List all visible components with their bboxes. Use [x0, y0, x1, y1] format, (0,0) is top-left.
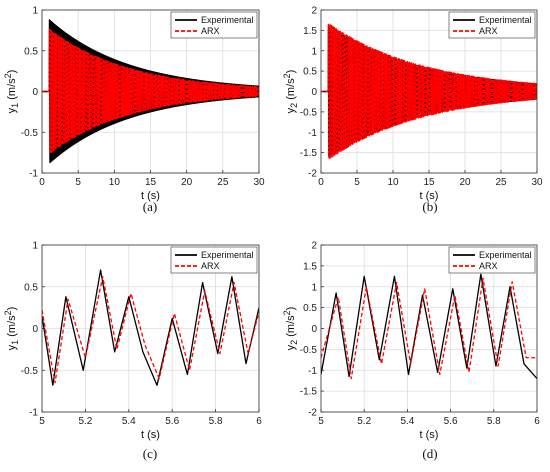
x-tick-label: 5 [39, 416, 45, 427]
y-tick-label: 0 [32, 324, 38, 335]
y-tick-label: 1 [311, 282, 317, 293]
legend-label-experimental: Experimental [479, 15, 532, 25]
chart-panel-c: 5 5.2 5.4 5.6 5.8 6 -1 -0.5 0 0.5 1 ExperimentalARX… [3, 241, 262, 462]
x-tick-label: 5.4 [122, 416, 136, 427]
y-tick-label: 1 [311, 46, 317, 57]
y-tick-label: -1 [29, 408, 38, 419]
x-axis-label: t (s) [141, 429, 160, 441]
x-tick-label: 6 [256, 416, 262, 427]
y-axis-label: y1 (m/s2) [3, 70, 20, 114]
legend-label-experimental: Experimental [201, 15, 254, 25]
y-axis-label: y1 (m/s2) [3, 307, 20, 351]
x-tick-label: 5.8 [209, 416, 223, 427]
x-tick-label: 25 [495, 177, 507, 188]
y-tick-label: 1 [32, 6, 38, 17]
x-tick-label: 0 [318, 177, 324, 188]
chart-panel-b: 0 5 10 15 20 25 30 -2 -1.5 -1 -0.5 0 0.5 1 1.5 2 Experim… [282, 6, 543, 215]
legend-label-arx: ARX [479, 261, 498, 271]
y-tick-label: 1.5 [303, 26, 317, 37]
y-axis-label: y2 (m/s2) [282, 70, 299, 114]
y-tick-label: 2 [311, 6, 317, 17]
x-tick-label: 5 [354, 177, 360, 188]
panel-caption: (c) [143, 446, 157, 461]
x-tick-label: 6 [534, 416, 540, 427]
x-tick-label: 10 [387, 177, 399, 188]
x-tick-label: 5.2 [78, 416, 92, 427]
legend-label-experimental: Experimental [479, 250, 532, 260]
y-tick-label: 0.5 [303, 67, 317, 78]
panel-caption: (d) [422, 446, 437, 461]
x-tick-label: 20 [459, 177, 471, 188]
panel-caption: (b) [422, 199, 437, 214]
y-tick-label: 0 [32, 87, 38, 98]
y-tick-label: -0.5 [300, 345, 318, 356]
y-tick-label: 0.5 [24, 282, 38, 293]
x-tick-label: 30 [531, 177, 543, 188]
y-tick-label: 1 [32, 241, 38, 252]
legend-label-experimental: Experimental [201, 250, 254, 260]
y-tick-label: -1.5 [300, 387, 318, 398]
x-tick-label: 25 [217, 177, 229, 188]
y-tick-label: -1.5 [300, 148, 318, 159]
x-tick-label: 5 [75, 177, 81, 188]
y-tick-label: 1.5 [303, 261, 317, 272]
x-tick-label: 5.2 [357, 416, 371, 427]
y-tick-label: 0 [311, 324, 317, 335]
legend-label-arx: ARX [479, 26, 498, 36]
x-tick-label: 30 [253, 177, 265, 188]
legend-label-arx: ARX [201, 26, 220, 36]
y-tick-label: -0.5 [300, 107, 318, 118]
y-axis-label: y2 (m/s2) [282, 307, 299, 351]
y-tick-label: 2 [311, 241, 317, 252]
chart-panel-d: 5 5.2 5.4 5.6 5.8 6 -2 -1.5 -1 -0.5 0 0.5 1 1.5 2 Exper… [282, 241, 540, 462]
y-tick-label: -1 [308, 366, 317, 377]
x-tick-label: 5.6 [444, 416, 458, 427]
x-tick-label: 0 [39, 177, 45, 188]
y-tick-label: 0.5 [303, 303, 317, 314]
y-tick-label: 0.5 [24, 46, 38, 57]
x-tick-label: 5.4 [400, 416, 414, 427]
x-tick-label: 5.6 [165, 416, 179, 427]
y-tick-label: -0.5 [21, 128, 39, 139]
y-tick-label: 0 [311, 87, 317, 98]
x-tick-label: 15 [145, 177, 157, 188]
y-tick-label: -2 [308, 408, 317, 419]
y-tick-label: -0.5 [21, 366, 39, 377]
panel-caption: (a) [143, 199, 157, 214]
y-tick-label: -1 [308, 128, 317, 139]
x-tick-label: 5 [318, 416, 324, 427]
x-tick-label: 15 [423, 177, 435, 188]
x-tick-label: 20 [181, 177, 193, 188]
x-axis-label: t (s) [420, 429, 439, 441]
x-tick-label: 10 [109, 177, 121, 188]
legend-label-arx: ARX [201, 261, 220, 271]
x-tick-label: 5.8 [487, 416, 501, 427]
y-tick-label: -2 [308, 169, 317, 180]
y-tick-label: -1 [29, 169, 38, 180]
